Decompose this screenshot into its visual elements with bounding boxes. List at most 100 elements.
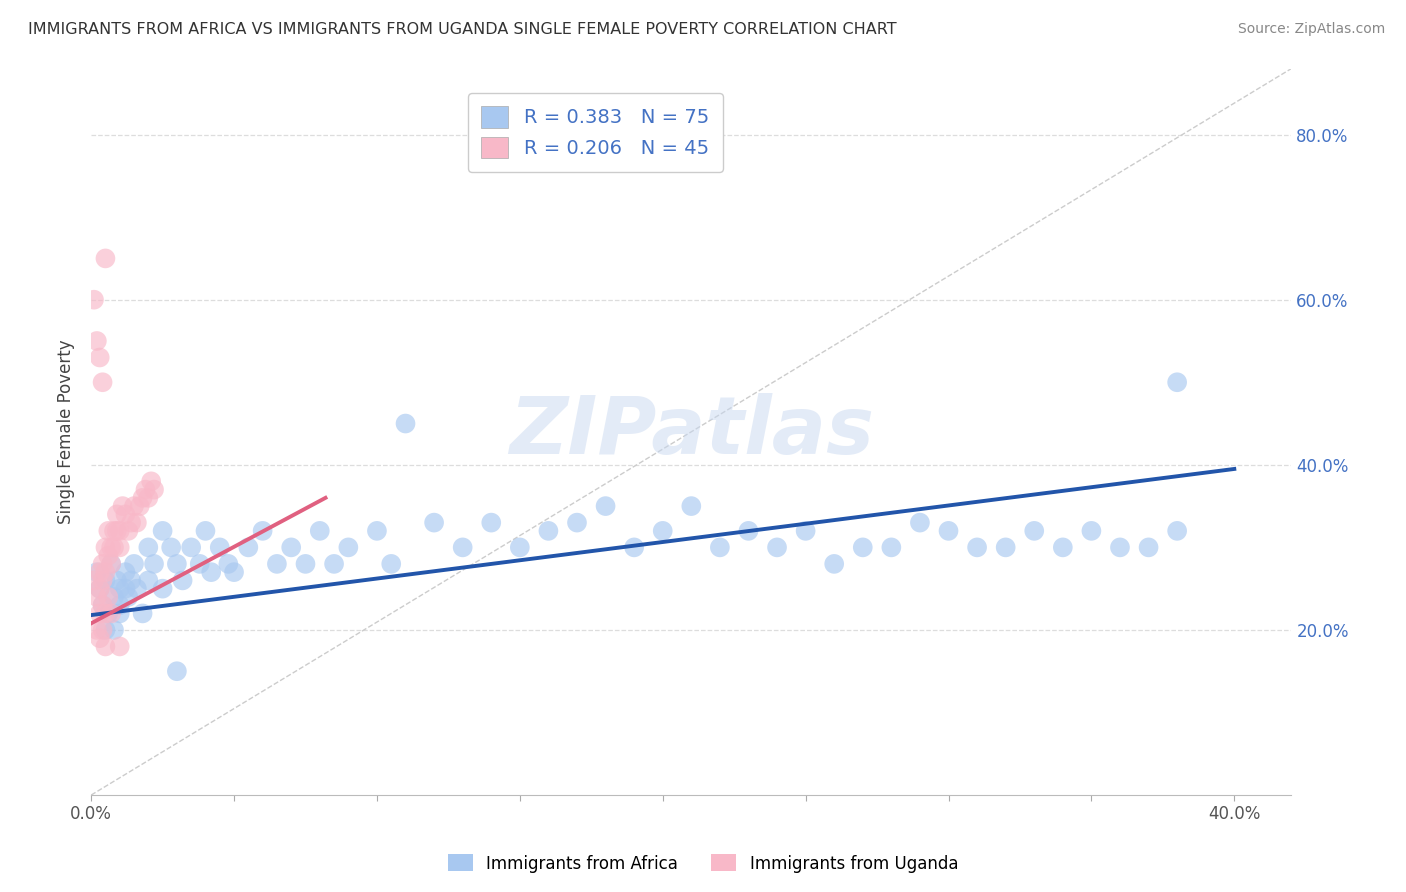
Point [97, 549, 120, 563]
Point [651, 524, 673, 538]
Point [100, 557, 122, 571]
Point [852, 541, 875, 555]
Point [91, 623, 114, 637]
Point [86, 334, 108, 348]
Point [1166, 524, 1188, 538]
Point [91, 557, 114, 571]
Point [252, 524, 274, 538]
Point [509, 541, 531, 555]
Point [134, 483, 156, 497]
Point [152, 582, 174, 596]
Point [94, 541, 117, 555]
Point [280, 541, 302, 555]
Point [966, 541, 988, 555]
Point [89, 351, 111, 365]
Point [83, 574, 105, 588]
Point [122, 557, 145, 571]
Point [200, 565, 222, 579]
Point [103, 524, 125, 538]
Point [91, 574, 114, 588]
Point [114, 508, 136, 522]
Point [94, 623, 117, 637]
Point [141, 475, 163, 489]
Point [114, 582, 136, 596]
Point [100, 607, 122, 621]
Point [380, 557, 402, 571]
Point [97, 524, 120, 538]
Point [152, 524, 174, 538]
Point [125, 516, 148, 530]
Point [122, 499, 145, 513]
Point [117, 524, 139, 538]
Point [136, 574, 159, 588]
Point [86, 565, 108, 579]
Point [323, 557, 346, 571]
Point [423, 516, 446, 530]
Point [565, 516, 588, 530]
Point [294, 557, 316, 571]
Point [94, 565, 117, 579]
Point [120, 574, 142, 588]
Point [131, 491, 153, 505]
Point [172, 574, 194, 588]
Point [451, 541, 474, 555]
Point [238, 541, 260, 555]
Point [94, 640, 117, 654]
Point [1052, 541, 1074, 555]
Point [117, 590, 139, 604]
Point [83, 293, 105, 307]
Point [94, 607, 117, 621]
Point [131, 607, 153, 621]
Point [108, 607, 131, 621]
Point [479, 516, 502, 530]
Point [97, 590, 120, 604]
Point [108, 541, 131, 555]
Point [337, 541, 360, 555]
Point [89, 582, 111, 596]
Point [623, 541, 645, 555]
Point [108, 598, 131, 612]
Point [97, 607, 120, 621]
Point [266, 557, 288, 571]
Point [160, 541, 183, 555]
Point [143, 483, 166, 497]
Legend: Immigrants from Africa, Immigrants from Uganda: Immigrants from Africa, Immigrants from … [441, 847, 965, 880]
Point [217, 557, 239, 571]
Point [108, 582, 131, 596]
Point [143, 557, 166, 571]
Point [89, 631, 111, 645]
Y-axis label: Single Female Poverty: Single Female Poverty [58, 340, 75, 524]
Point [103, 590, 125, 604]
Point [86, 590, 108, 604]
Point [737, 524, 759, 538]
Point [880, 541, 903, 555]
Point [103, 623, 125, 637]
Point [166, 557, 188, 571]
Point [100, 557, 122, 571]
Point [194, 524, 217, 538]
Point [91, 598, 114, 612]
Point [1109, 541, 1132, 555]
Point [180, 541, 202, 555]
Point [125, 582, 148, 596]
Point [222, 565, 245, 579]
Point [366, 524, 388, 538]
Point [108, 640, 131, 654]
Point [908, 516, 931, 530]
Point [709, 541, 731, 555]
Point [766, 541, 789, 555]
Point [94, 252, 117, 266]
Point [91, 376, 114, 390]
Point [208, 541, 231, 555]
Point [394, 417, 416, 431]
Point [91, 598, 114, 612]
Point [994, 541, 1017, 555]
Text: ZIPatlas: ZIPatlas [509, 392, 873, 471]
Point [94, 574, 117, 588]
Point [105, 524, 128, 538]
Point [128, 499, 150, 513]
Point [308, 524, 330, 538]
Point [105, 508, 128, 522]
Point [1024, 524, 1046, 538]
Point [1080, 524, 1102, 538]
